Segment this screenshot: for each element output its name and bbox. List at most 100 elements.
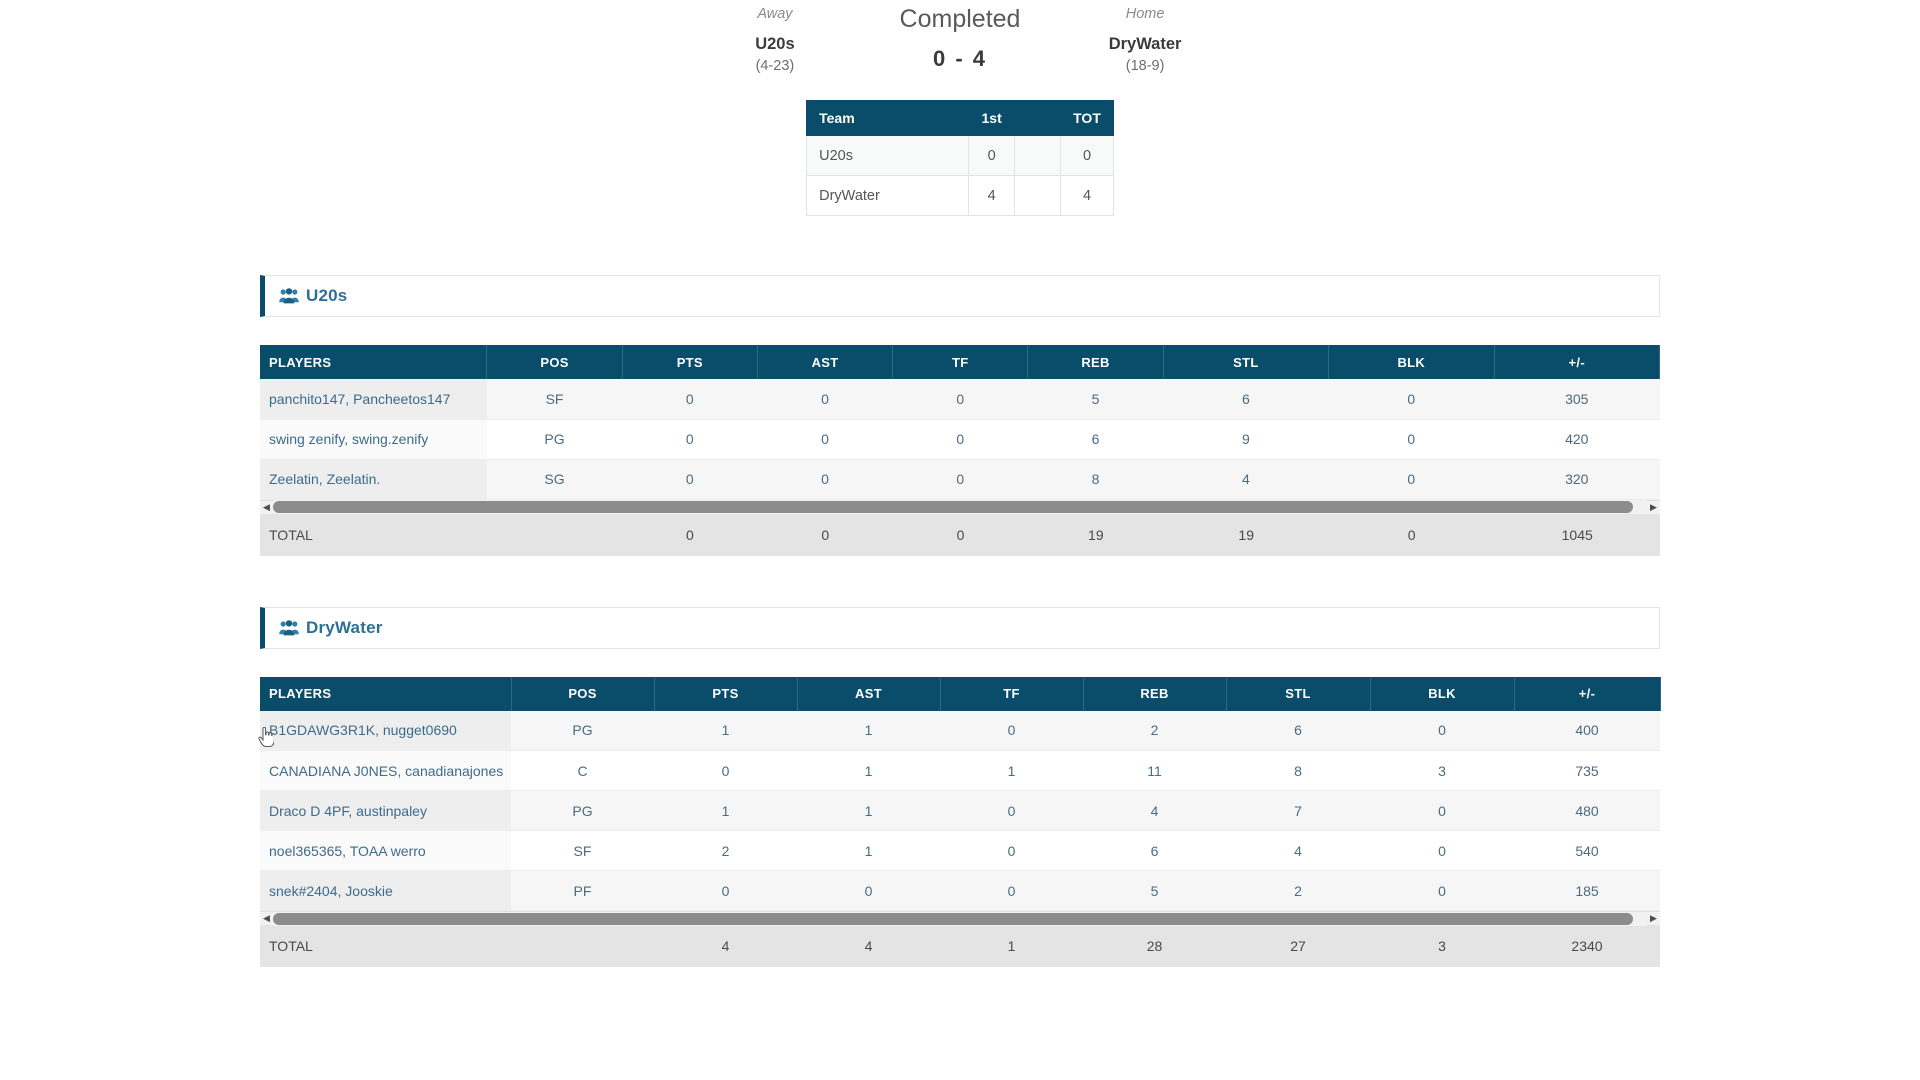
col-reb[interactable]: REB xyxy=(1027,345,1164,379)
total-blk: 3 xyxy=(1370,925,1514,967)
col-pos[interactable]: POS xyxy=(511,676,655,711)
total-blk: 0 xyxy=(1328,513,1495,556)
away-label: Away xyxy=(757,6,793,22)
scrollbar-track[interactable] xyxy=(273,500,1647,514)
player-plusminus: 735 xyxy=(1514,750,1660,791)
users-icon xyxy=(279,619,299,636)
player-tf: 0 xyxy=(940,870,1083,911)
scrollbar-thumb[interactable] xyxy=(273,912,1634,925)
player-pos: SG xyxy=(486,459,623,500)
table-row[interactable]: swing zenify, swing.zenify PG 0 0 0 6 9 … xyxy=(260,419,1660,460)
users-icon xyxy=(279,288,299,304)
linescore-team: U20s xyxy=(806,135,970,176)
player-pts: 0 xyxy=(654,750,797,791)
player-reb: 8 xyxy=(1027,459,1164,500)
table-row[interactable]: CANADIANA J0NES, canadianajones C 0 1 1 … xyxy=(260,750,1660,791)
table-row[interactable]: panchito147, Pancheetos147 SF 0 0 0 5 6 … xyxy=(260,379,1660,420)
boxscore-total-drywater: TOTAL 4 4 1 28 27 3 2340 xyxy=(260,925,1660,967)
col-blk[interactable]: BLK xyxy=(1328,345,1495,379)
total-stl: 27 xyxy=(1226,925,1370,967)
player-name[interactable]: swing zenify, swing.zenify xyxy=(260,419,487,460)
col-blk[interactable]: BLK xyxy=(1370,676,1515,711)
home-team-name: DryWater xyxy=(1108,35,1182,53)
col-plusminus[interactable]: +/- xyxy=(1494,345,1660,379)
player-pts: 0 xyxy=(622,459,758,500)
col-plusminus[interactable]: +/- xyxy=(1514,676,1661,711)
table-row[interactable]: Zeelatin, Zeelatin. SG 0 0 0 8 4 0 320 xyxy=(260,459,1660,500)
col-ast[interactable]: AST xyxy=(797,676,941,711)
col-reb[interactable]: REB xyxy=(1083,676,1227,711)
player-pos: PG xyxy=(511,710,654,751)
player-name[interactable]: CANADIANA J0NES, canadianajones xyxy=(260,750,511,791)
total-pos xyxy=(486,513,623,556)
linescore-team: DryWater xyxy=(806,175,970,216)
total-stl: 19 xyxy=(1163,513,1329,556)
linescore-table: Team 1st TOT U20s 0 0 DryWater 4 4 xyxy=(806,100,1114,216)
player-ast: 0 xyxy=(757,419,893,460)
scrollbar-thumb[interactable] xyxy=(273,501,1634,513)
player-blk: 0 xyxy=(1370,870,1514,911)
player-name[interactable]: Zeelatin, Zeelatin. xyxy=(260,459,487,500)
table-row[interactable]: noel365365, TOAA werro SF 2 1 0 6 4 0 54… xyxy=(260,830,1660,871)
team-section-u20s: U20s PLAYERS POS PTS AST TF REB STL BLK … xyxy=(260,275,1660,556)
linescore-row: U20s 0 0 xyxy=(806,135,1114,176)
player-reb: 5 xyxy=(1027,379,1164,420)
linescore-tot: 4 xyxy=(1060,175,1114,216)
player-tf: 0 xyxy=(940,830,1083,871)
horizontal-scrollbar-u20s[interactable]: ◀ ▶ xyxy=(260,499,1660,514)
table-row[interactable]: B1GDAWG3R1K, nugget0690 PG 1 1 0 2 6 0 4… xyxy=(260,710,1660,751)
col-tf[interactable]: TF xyxy=(892,345,1029,379)
total-label: TOTAL xyxy=(260,925,511,967)
player-blk: 0 xyxy=(1328,459,1494,500)
player-ast: 1 xyxy=(797,750,940,791)
player-ast: 1 xyxy=(797,710,940,751)
player-plusminus: 480 xyxy=(1514,790,1660,831)
player-pos: C xyxy=(511,750,654,791)
home-team-record: (18-9) xyxy=(1125,58,1165,74)
player-name[interactable]: noel365365, TOAA werro xyxy=(260,830,511,871)
col-ast[interactable]: AST xyxy=(757,345,894,379)
player-stl: 8 xyxy=(1226,750,1370,791)
col-pos[interactable]: POS xyxy=(486,345,623,379)
col-tf[interactable]: TF xyxy=(940,676,1084,711)
total-row: TOTAL 0 0 0 19 19 0 1045 xyxy=(260,513,1660,556)
player-pos: PG xyxy=(511,790,654,831)
scroll-right-arrow-icon[interactable]: ▶ xyxy=(1650,501,1657,512)
scroll-left-arrow-icon[interactable]: ◀ xyxy=(263,913,270,923)
scroll-left-arrow-icon[interactable]: ◀ xyxy=(263,501,270,512)
scroll-right-arrow-icon[interactable]: ▶ xyxy=(1650,913,1657,923)
player-name[interactable]: Draco D 4PF, austinpaley xyxy=(260,790,511,831)
col-pts[interactable]: PTS xyxy=(622,345,758,379)
col-stl[interactable]: STL xyxy=(1163,345,1330,379)
player-reb: 6 xyxy=(1027,419,1164,460)
linescore-col-blank xyxy=(1014,100,1062,136)
col-players[interactable]: PLAYERS xyxy=(260,676,512,711)
horizontal-scrollbar-drywater[interactable]: ◀ ▶ xyxy=(260,911,1660,926)
linescore-p1: 4 xyxy=(968,175,1016,216)
player-stl: 4 xyxy=(1163,459,1329,500)
game-status: Completed xyxy=(899,5,1021,33)
table-row[interactable]: Draco D 4PF, austinpaley PG 1 1 0 4 7 0 … xyxy=(260,790,1660,831)
col-players[interactable]: PLAYERS xyxy=(260,345,488,379)
scrollbar-track[interactable] xyxy=(273,911,1647,926)
player-plusminus: 540 xyxy=(1514,830,1660,871)
col-pts[interactable]: PTS xyxy=(654,676,798,711)
player-pos: SF xyxy=(486,379,623,420)
player-ast: 1 xyxy=(797,790,940,831)
total-tf: 0 xyxy=(892,513,1029,556)
away-team-block: Away U20s (4-23) xyxy=(680,2,870,76)
player-ast: 0 xyxy=(757,459,893,500)
player-name[interactable]: snek#2404, Jooskie xyxy=(260,870,511,911)
linescore-col-team: Team xyxy=(806,100,970,136)
player-plusminus: 420 xyxy=(1494,419,1660,460)
linescore-header-row: Team 1st TOT xyxy=(806,100,1114,136)
total-ast: 4 xyxy=(797,925,940,967)
player-tf: 0 xyxy=(892,419,1028,460)
player-name[interactable]: panchito147, Pancheetos147 xyxy=(260,379,487,420)
boxscore-wrap-drywater: PLAYERS POS PTS AST TF REB STL BLK +/- B… xyxy=(260,676,1661,967)
player-name[interactable]: B1GDAWG3R1K, nugget0690 xyxy=(260,710,511,751)
player-pts: 1 xyxy=(654,790,797,831)
table-row[interactable]: snek#2404, Jooskie PF 0 0 0 5 2 0 185 xyxy=(260,870,1660,911)
player-reb: 5 xyxy=(1083,870,1226,911)
col-stl[interactable]: STL xyxy=(1226,676,1371,711)
